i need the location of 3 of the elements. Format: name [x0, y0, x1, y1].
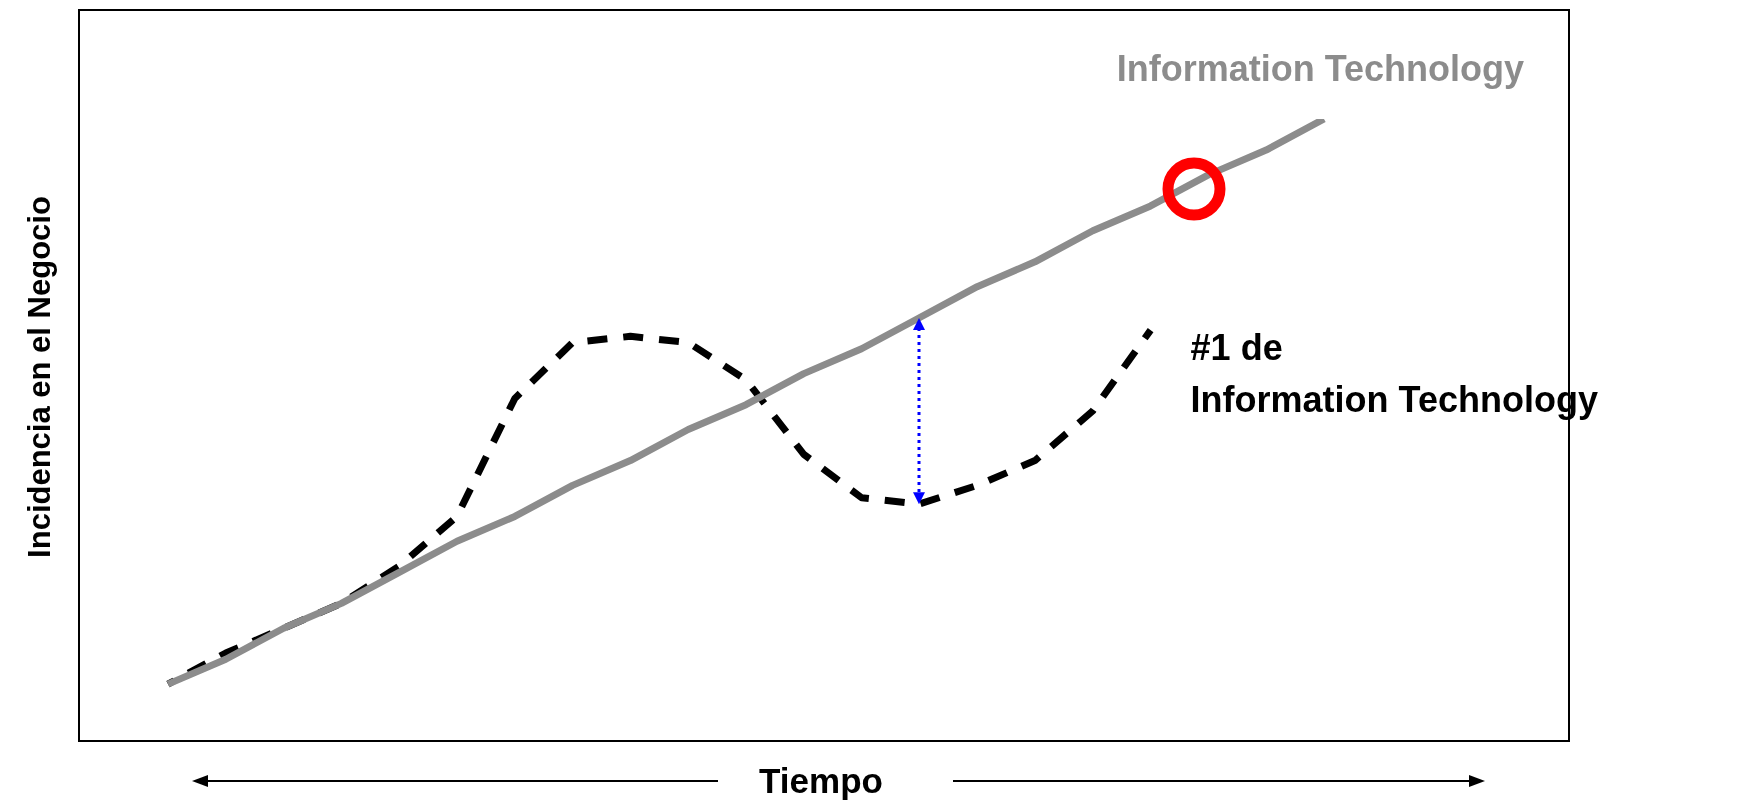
series-label: Information Technology — [1116, 47, 1524, 89]
x-axis-title: Tiempo — [759, 761, 883, 801]
y-axis-title: Incidencia en el Negocio — [22, 196, 58, 558]
